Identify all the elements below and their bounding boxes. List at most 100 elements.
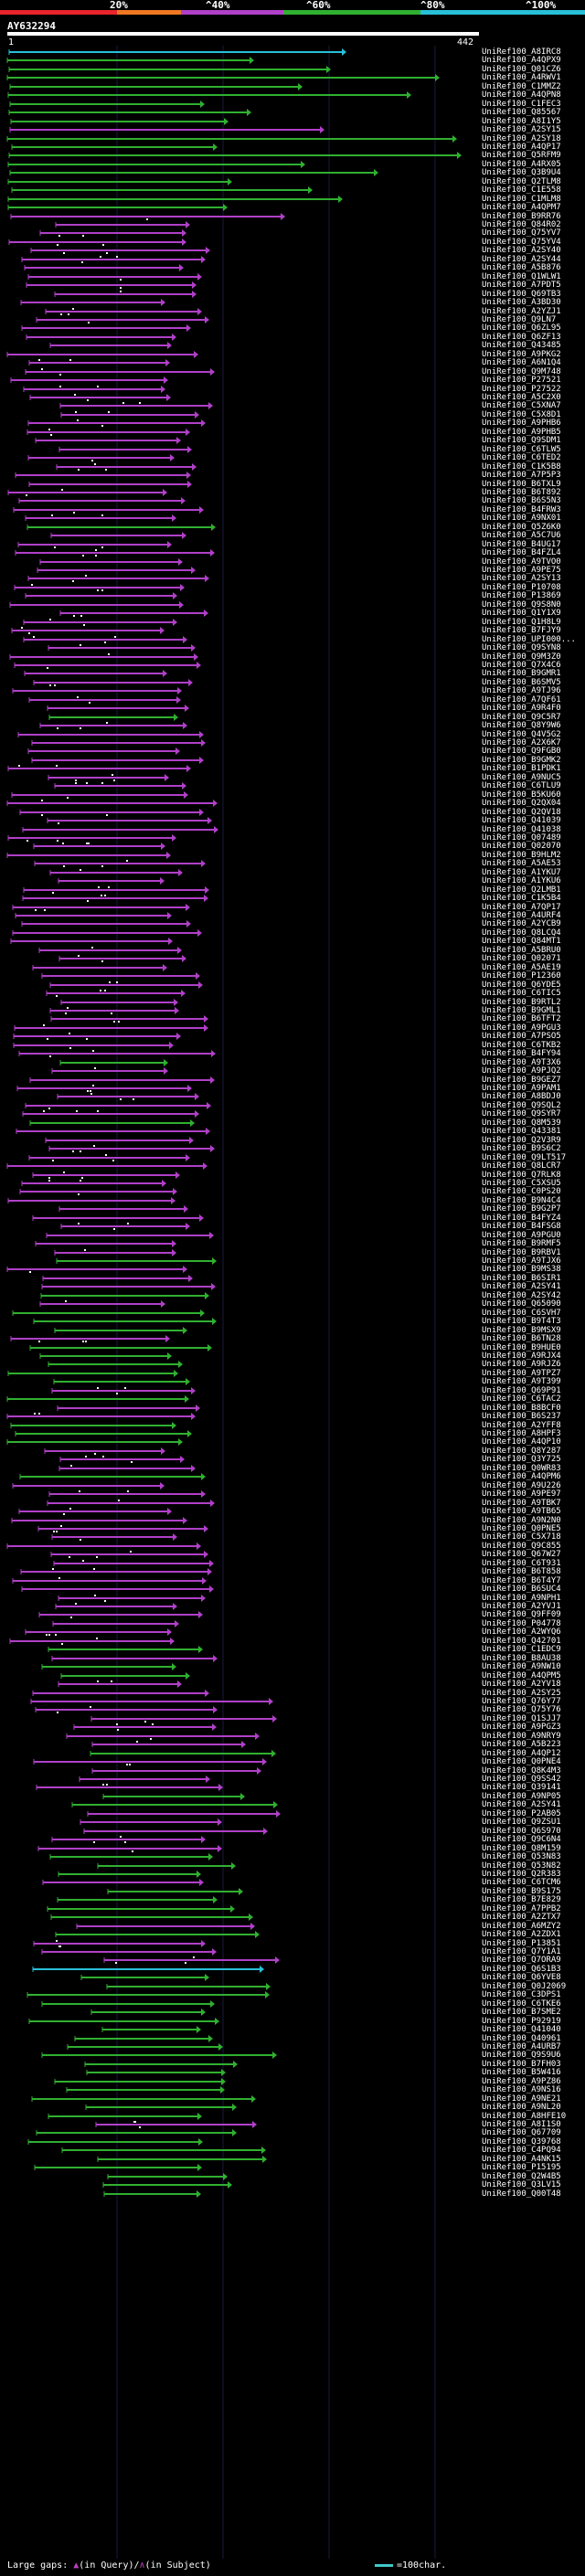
hit-row[interactable]: UniRef100_Q41038 <box>0 825 585 835</box>
hit-label[interactable]: UniRef100_Q9FF09 <box>482 1610 561 1620</box>
hit-label[interactable]: UniRef100_Q85567 <box>482 108 561 118</box>
hit-label[interactable]: UniRef100_A9RJX4 <box>482 1351 561 1361</box>
hit-row[interactable]: UniRef100_Q75YV7 <box>0 228 585 239</box>
hit-label[interactable]: UniRef100_Q84R02 <box>482 220 561 229</box>
hit-row[interactable]: UniRef100_A4QPX9 <box>0 56 585 66</box>
hit-row[interactable]: UniRef100_Q2QX04 <box>0 799 585 809</box>
hit-label[interactable]: UniRef100_C6TKE6 <box>482 1998 561 2009</box>
hit-label[interactable]: UniRef100_B9RBV1 <box>482 1247 561 1257</box>
hit-row[interactable]: UniRef100_B4FSG8 <box>0 1222 585 1232</box>
hit-label[interactable]: UniRef100_A2SY42 <box>482 1290 561 1300</box>
hit-label[interactable]: UniRef100_B4FSG8 <box>482 1222 561 1232</box>
hit-label[interactable]: UniRef100_A9NS16 <box>482 2085 561 2095</box>
hit-row[interactable]: UniRef100_Q53N83 <box>0 1852 585 1862</box>
hit-label[interactable]: UniRef100_C6T931 <box>482 1558 561 1568</box>
hit-row[interactable]: UniRef100_C6TIC5 <box>0 989 585 999</box>
hit-label[interactable]: UniRef100_C5X718 <box>482 1532 561 1542</box>
hit-row[interactable]: UniRef100_A9NL20 <box>0 2103 585 2113</box>
hit-label[interactable]: UniRef100_P13869 <box>482 591 561 601</box>
hit-row[interactable]: UniRef100_B4UG17 <box>0 540 585 550</box>
hit-row[interactable]: UniRef100_C6SVH7 <box>0 1309 585 1319</box>
hit-label[interactable]: UniRef100_C5X8D1 <box>482 409 561 419</box>
hit-row[interactable]: UniRef100_B9GMK2 <box>0 756 585 766</box>
hit-label[interactable]: UniRef100_Q69P91 <box>482 1385 561 1395</box>
hit-label[interactable]: UniRef100_Q41038 <box>482 824 561 834</box>
hit-row[interactable]: UniRef100_Q4V5G2 <box>0 730 585 740</box>
hit-row[interactable]: UniRef100_Q8LCQ4 <box>0 928 585 938</box>
hit-label[interactable]: UniRef100_B9MSX9 <box>482 1325 561 1335</box>
hit-row[interactable]: UniRef100_Q9FGB0 <box>0 747 585 757</box>
hit-row[interactable]: UniRef100_C1MLM8 <box>0 195 585 205</box>
hit-row[interactable]: UniRef100_Q7Y1A1 <box>0 1947 585 1957</box>
hit-row[interactable]: UniRef100_B1PDK1 <box>0 764 585 774</box>
hit-row[interactable]: UniRef100_A7P5P3 <box>0 471 585 481</box>
hit-label[interactable]: UniRef100_C5XSU5 <box>482 1178 561 1188</box>
hit-label[interactable]: UniRef100_A4QPM6 <box>482 1472 561 1482</box>
hit-label[interactable]: UniRef100_Q75YV7 <box>482 228 561 239</box>
hit-label[interactable]: UniRef100_Q53N83 <box>482 1852 561 1862</box>
hit-row[interactable]: UniRef100_Q2QV18 <box>0 808 585 818</box>
hit-row[interactable]: UniRef100_Q9SS42 <box>0 1775 585 1785</box>
hit-label[interactable]: UniRef100_Q9SYN8 <box>482 643 561 653</box>
hit-row[interactable]: UniRef100_Q84R02 <box>0 220 585 230</box>
hit-row[interactable]: UniRef100_B6TXL9 <box>0 480 585 490</box>
hit-row[interactable]: UniRef100_Q53N82 <box>0 1861 585 1871</box>
hit-row[interactable]: UniRef100_Q02071 <box>0 954 585 964</box>
hit-row[interactable]: UniRef100_A2X6K7 <box>0 738 585 748</box>
hit-label[interactable]: UniRef100_Q6S970 <box>482 1826 561 1836</box>
hit-label[interactable]: UniRef100_Q8Y287 <box>482 1446 561 1456</box>
hit-label[interactable]: UniRef100_A9NX01 <box>482 514 561 524</box>
hit-row[interactable]: UniRef100_A2SY44 <box>0 255 585 265</box>
hit-row[interactable]: UniRef100_A9R4F0 <box>0 704 585 714</box>
hit-label[interactable]: UniRef100_A9PE97 <box>482 1489 561 1500</box>
hit-row[interactable]: UniRef100_A9NUC5 <box>0 773 585 783</box>
hit-label[interactable]: UniRef100_Q9SYR7 <box>482 1109 561 1119</box>
hit-row[interactable]: UniRef100_C1FEC3 <box>0 100 585 110</box>
hit-row[interactable]: UniRef100_Q9FF09 <box>0 1610 585 1620</box>
hit-label[interactable]: UniRef100_B6S237 <box>482 1412 561 1422</box>
hit-row[interactable]: UniRef100_Q9SYR7 <box>0 1109 585 1119</box>
hit-label[interactable]: UniRef100_Q9M748 <box>482 366 561 376</box>
hit-row[interactable]: UniRef100_A9RJZ6 <box>0 1360 585 1370</box>
hit-row[interactable]: UniRef100_A9RJX4 <box>0 1352 585 1362</box>
hit-label[interactable]: UniRef100_B7E829 <box>482 1895 561 1905</box>
hit-row[interactable]: UniRef100_Q9C5R7 <box>0 713 585 723</box>
hit-label[interactable]: UniRef100_Q6ZF13 <box>482 332 561 342</box>
hit-label[interactable]: UniRef100_A9TB65 <box>482 1507 561 1517</box>
hit-row[interactable]: UniRef100_A7QF61 <box>0 695 585 705</box>
hit-label[interactable]: UniRef100_Q2QV18 <box>482 807 561 817</box>
hit-label[interactable]: UniRef100_A5AE53 <box>482 859 561 869</box>
hit-label[interactable]: UniRef100_P27522 <box>482 384 561 394</box>
hit-row[interactable]: UniRef100_A9PGU3 <box>0 1023 585 1034</box>
hit-row[interactable]: UniRef100_Q6S1B3 <box>0 1965 585 1975</box>
hit-row[interactable]: UniRef100_Q7RLK8 <box>0 1171 585 1181</box>
hit-row[interactable]: UniRef100_Q9M3Z0 <box>0 652 585 663</box>
hit-label[interactable]: UniRef100_B9MS38 <box>482 1265 561 1275</box>
hit-label[interactable]: UniRef100_Q1H8L9 <box>482 617 561 627</box>
hit-row[interactable]: UniRef100_Q6YDE5 <box>0 981 585 991</box>
hit-label[interactable]: UniRef100_Q69TB3 <box>482 289 561 299</box>
hit-label[interactable]: UniRef100_B4FYZ4 <box>482 1213 561 1223</box>
hit-label[interactable]: UniRef100_A4RX05 <box>482 159 561 169</box>
hit-label[interactable]: UniRef100_C6TLW5 <box>482 444 561 454</box>
hit-row[interactable]: UniRef100_A4QPM6 <box>0 1472 585 1482</box>
hit-label[interactable]: UniRef100_Q1Y1X9 <box>482 609 561 619</box>
hit-row[interactable]: UniRef100_A4NK15 <box>0 2155 585 2165</box>
hit-label[interactable]: UniRef100_A8IRC8 <box>482 48 561 57</box>
hit-label[interactable]: UniRef100_A2X6K7 <box>482 738 561 747</box>
hit-row[interactable]: UniRef100_Q5Z6K0 <box>0 523 585 533</box>
hit-row[interactable]: UniRef100_A9PGZ3 <box>0 1723 585 1733</box>
hit-row[interactable]: UniRef100_C6TKE6 <box>0 1999 585 2009</box>
hit-label[interactable]: UniRef100_B6T892 <box>482 487 561 497</box>
hit-row[interactable]: UniRef100_C1EDC9 <box>0 1645 585 1655</box>
hit-label[interactable]: UniRef100_A7QP17 <box>482 902 561 912</box>
hit-label[interactable]: UniRef100_A2SY18 <box>482 133 561 143</box>
hit-label[interactable]: UniRef100_B8AU38 <box>482 1653 561 1663</box>
hit-label[interactable]: UniRef100_A2WYQ6 <box>482 1627 561 1638</box>
hit-row[interactable]: UniRef100_A8HPF3 <box>0 1429 585 1439</box>
hit-row[interactable]: UniRef100_B7E829 <box>0 1895 585 1905</box>
hit-label[interactable]: UniRef100_Q6YVE8 <box>482 1973 561 1983</box>
hit-row[interactable]: UniRef100_B6S237 <box>0 1412 585 1422</box>
hit-row[interactable]: UniRef100_A9NW10 <box>0 1662 585 1672</box>
hit-row[interactable]: UniRef100_P04778 <box>0 1619 585 1629</box>
